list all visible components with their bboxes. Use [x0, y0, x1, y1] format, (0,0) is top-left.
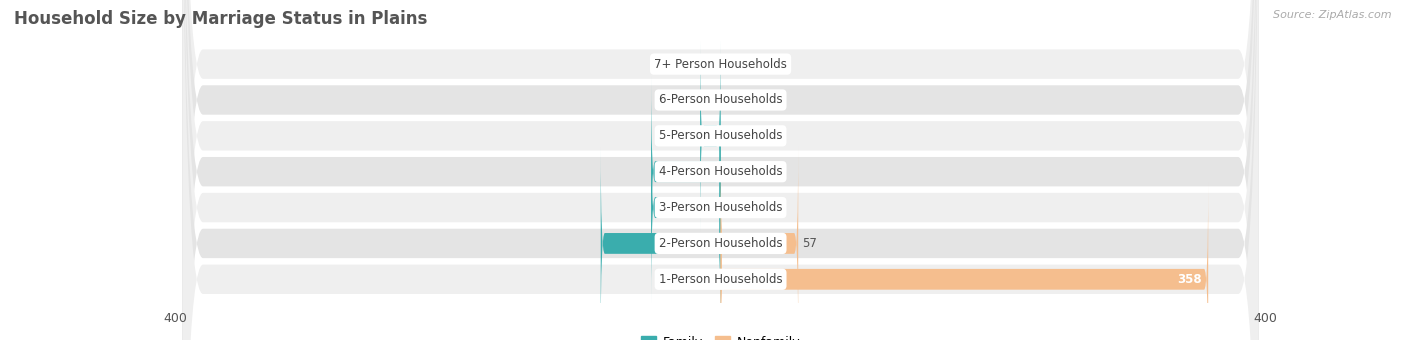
Text: 7+ Person Households: 7+ Person Households: [654, 57, 787, 71]
FancyBboxPatch shape: [700, 39, 721, 233]
FancyBboxPatch shape: [183, 0, 1258, 340]
Text: 0: 0: [709, 94, 717, 106]
Text: Household Size by Marriage Status in Plains: Household Size by Marriage Status in Pla…: [14, 10, 427, 28]
FancyBboxPatch shape: [651, 110, 721, 305]
Text: 5-Person Households: 5-Person Households: [659, 129, 782, 142]
Text: 2-Person Households: 2-Person Households: [659, 237, 782, 250]
FancyBboxPatch shape: [183, 0, 1258, 340]
FancyBboxPatch shape: [721, 146, 799, 340]
FancyBboxPatch shape: [721, 182, 1208, 340]
Text: 6-Person Households: 6-Person Households: [659, 94, 782, 106]
Text: 358: 358: [1177, 273, 1201, 286]
Text: 0: 0: [724, 94, 733, 106]
Text: 0: 0: [724, 165, 733, 178]
FancyBboxPatch shape: [183, 0, 1258, 340]
Text: 57: 57: [803, 237, 817, 250]
Text: 4-Person Households: 4-Person Households: [659, 165, 782, 178]
Text: 1-Person Households: 1-Person Households: [659, 273, 782, 286]
Text: 0: 0: [709, 273, 717, 286]
Text: 51: 51: [702, 165, 717, 178]
FancyBboxPatch shape: [183, 0, 1258, 340]
FancyBboxPatch shape: [600, 146, 721, 340]
Text: 0: 0: [709, 57, 717, 71]
FancyBboxPatch shape: [183, 0, 1258, 340]
Text: 0: 0: [724, 201, 733, 214]
Legend: Family, Nonfamily: Family, Nonfamily: [636, 331, 806, 340]
Text: 88: 88: [702, 237, 717, 250]
Text: 0: 0: [724, 129, 733, 142]
Text: 51: 51: [702, 201, 717, 214]
FancyBboxPatch shape: [183, 0, 1258, 340]
Text: Source: ZipAtlas.com: Source: ZipAtlas.com: [1274, 10, 1392, 20]
Text: 3-Person Households: 3-Person Households: [659, 201, 782, 214]
Text: 0: 0: [724, 57, 733, 71]
FancyBboxPatch shape: [651, 74, 721, 269]
Text: 15: 15: [702, 129, 717, 142]
FancyBboxPatch shape: [183, 0, 1258, 340]
